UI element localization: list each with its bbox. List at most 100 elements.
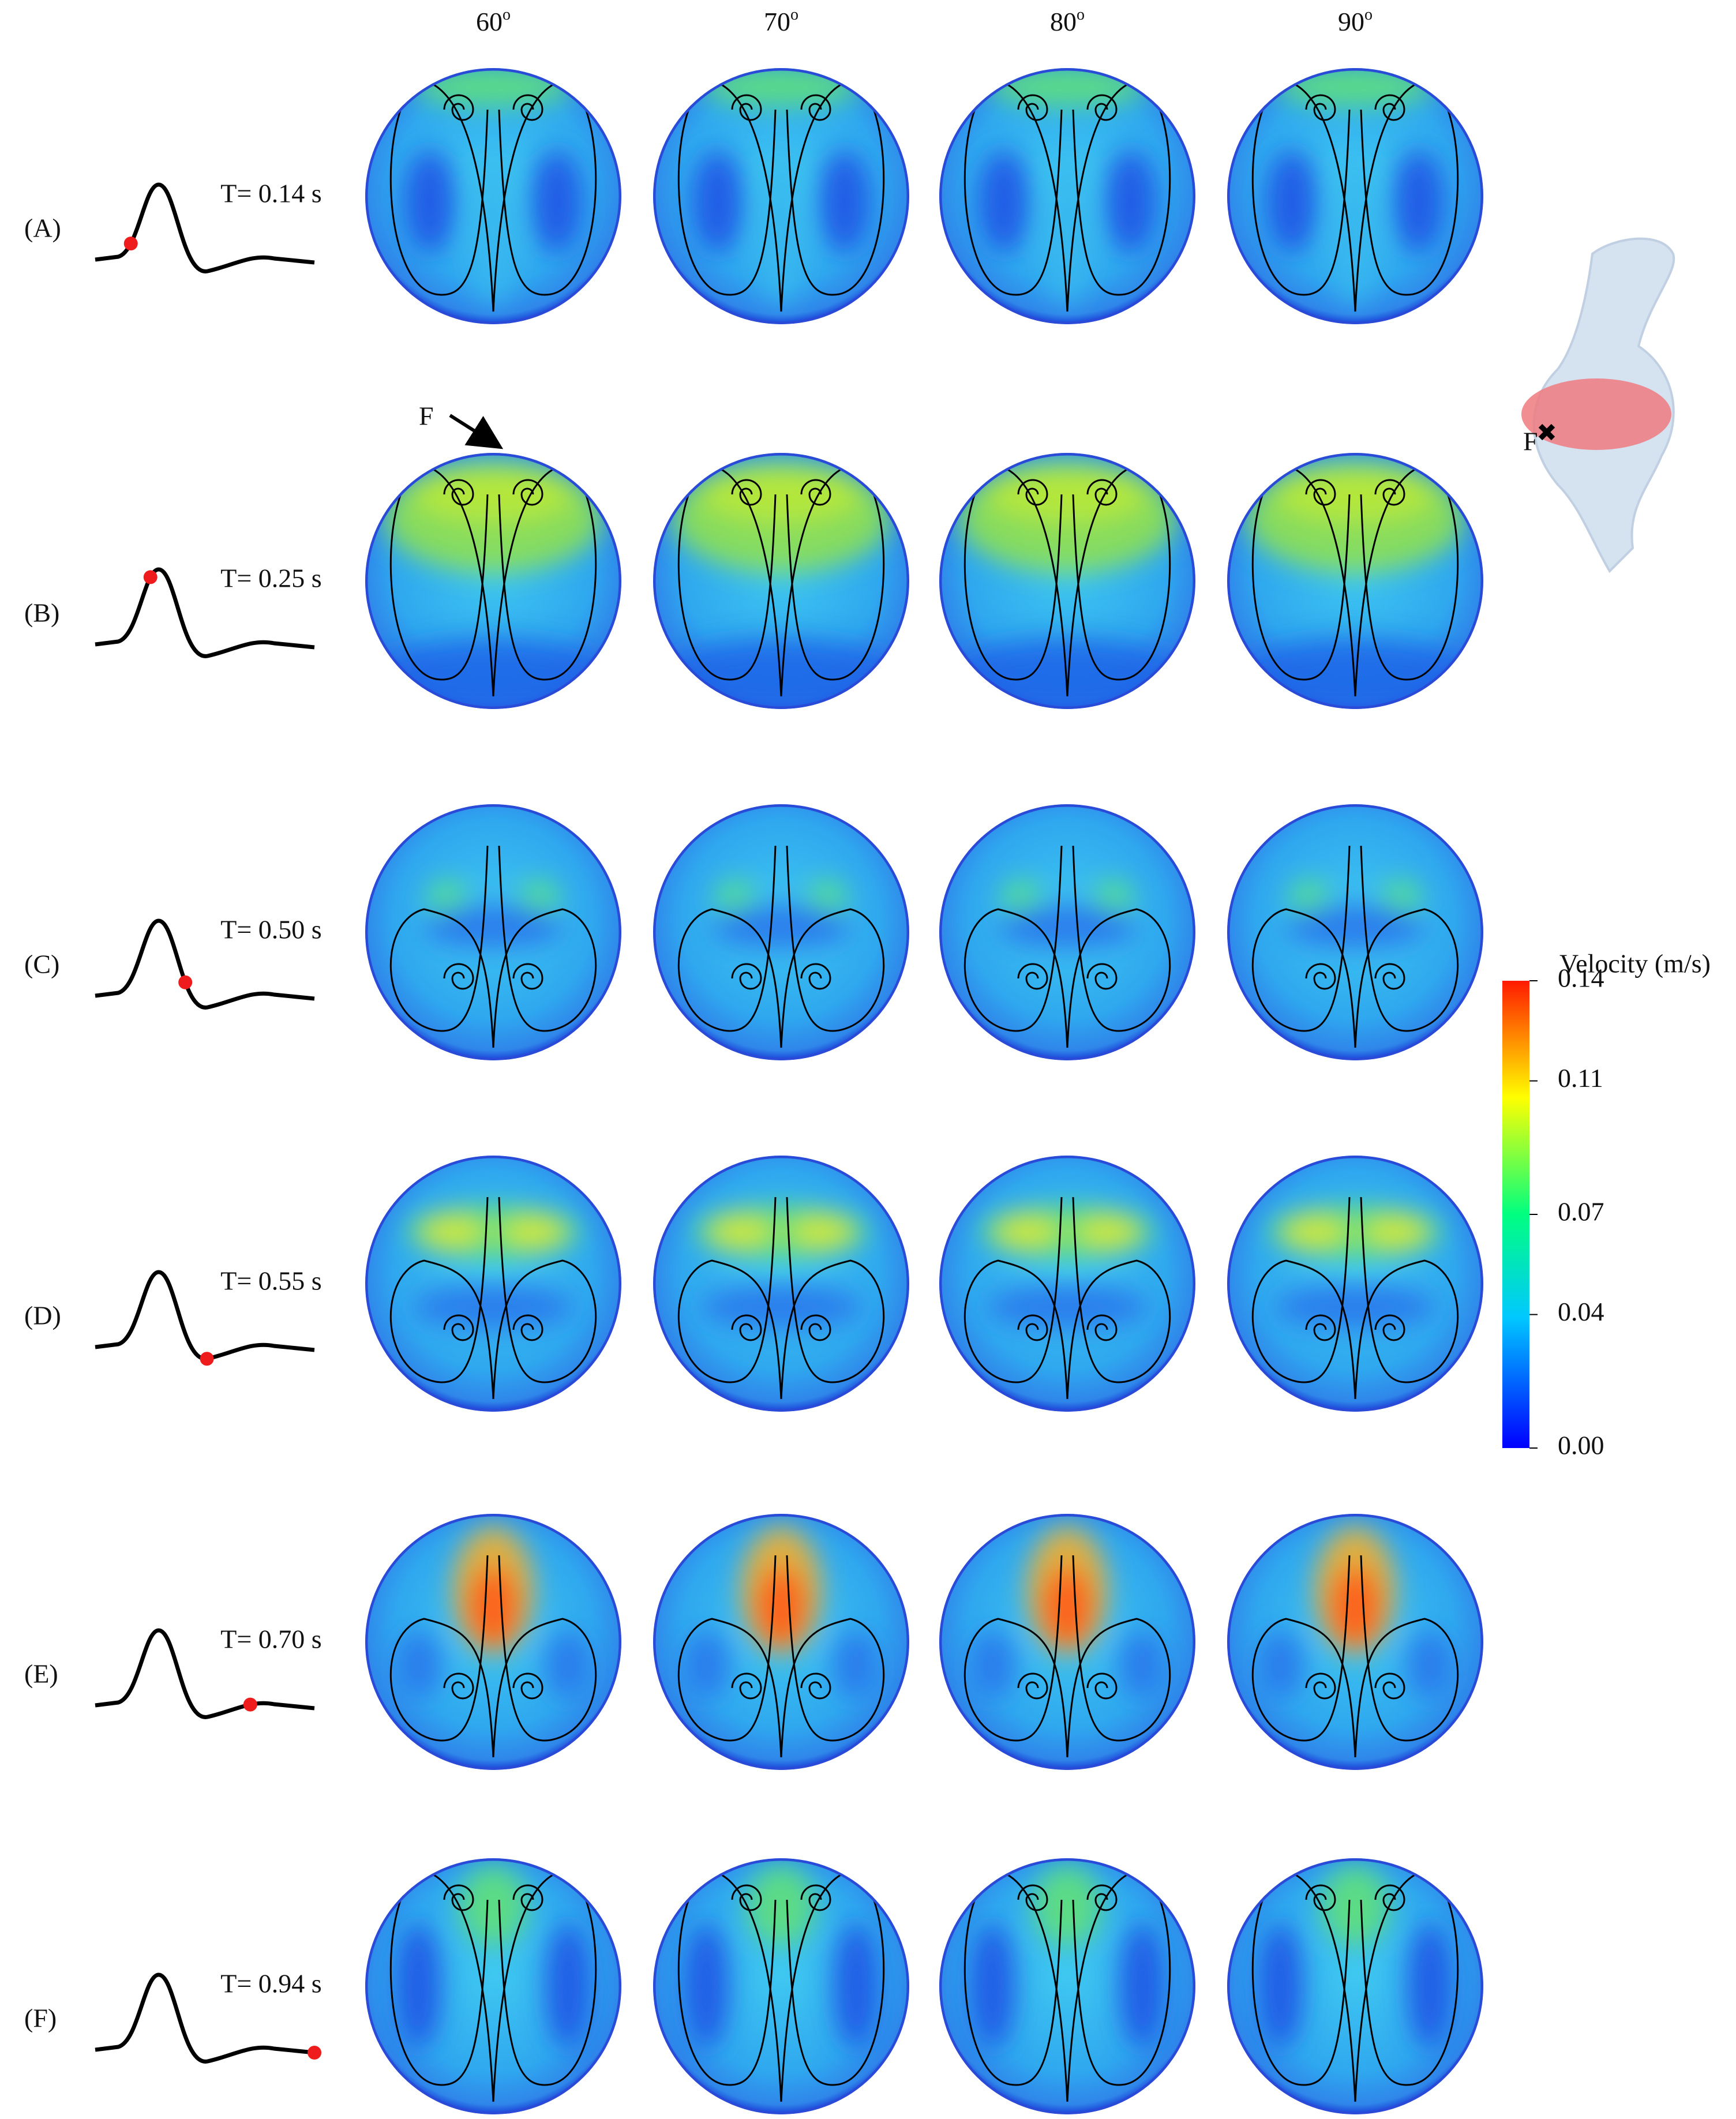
streamline	[1066, 1870, 1171, 2102]
velocity-region	[978, 150, 1030, 254]
streamline	[492, 80, 597, 312]
vortex	[1017, 1672, 1048, 1700]
velocity-region	[715, 880, 755, 915]
cut-plane	[1521, 378, 1671, 450]
disc-rim	[1227, 68, 1483, 324]
angle: 90	[1338, 7, 1364, 36]
disc-rim	[653, 804, 909, 1060]
velocity-region	[712, 903, 850, 950]
streamline	[1354, 464, 1459, 697]
vortex	[1086, 1314, 1118, 1341]
streamlines	[389, 845, 597, 1048]
velocity-region	[1332, 156, 1378, 306]
velocity-region	[1119, 1630, 1165, 1700]
velocity-region	[998, 903, 1137, 950]
row-label: (D)	[24, 1301, 61, 1330]
model-label: F	[1523, 427, 1538, 456]
contour-disc	[1227, 453, 1483, 709]
vortex	[731, 479, 762, 506]
waveform-line	[95, 182, 315, 273]
vortex	[443, 94, 474, 121]
velocity-region	[807, 880, 848, 915]
velocity-region	[1407, 1630, 1453, 1700]
streamline	[1251, 80, 1356, 312]
streamline	[677, 464, 782, 697]
disc-rim	[1227, 453, 1483, 709]
streamline	[677, 1555, 782, 1758]
waveform-line	[95, 1270, 315, 1361]
contour-disc	[365, 1156, 621, 1412]
column-header: 90o	[1338, 6, 1373, 36]
vortex	[1305, 479, 1336, 506]
velocity-region	[1329, 1567, 1381, 1648]
vortex	[731, 94, 762, 121]
velocity-region	[709, 1214, 773, 1249]
vortex	[800, 963, 831, 990]
disc-contours	[395, 1865, 591, 2050]
vortex	[1017, 1884, 1048, 1911]
streamlines	[389, 1870, 597, 2102]
velocity-region	[969, 1630, 1015, 1700]
streamline	[1066, 80, 1171, 312]
streamline	[389, 464, 494, 697]
vortex	[731, 963, 762, 990]
streamline	[389, 80, 494, 312]
time-marker	[143, 570, 158, 584]
vortex	[1305, 94, 1336, 121]
velocity-region	[833, 1923, 879, 2050]
velocity-region	[404, 150, 456, 254]
streamline	[389, 1870, 494, 2102]
streamline	[1354, 1555, 1459, 1758]
contour-disc	[939, 1858, 1195, 2114]
vortex	[1374, 1884, 1405, 1911]
streamline	[1354, 80, 1459, 312]
time-marker	[200, 1352, 214, 1366]
disc-contours	[969, 1865, 1165, 2050]
streamlines	[1251, 1555, 1459, 1758]
contour-disc	[1227, 1858, 1483, 2114]
vortex	[512, 479, 543, 506]
disc-contours	[1257, 1527, 1453, 1700]
velocity-region	[755, 1567, 807, 1648]
disc-rim	[653, 1514, 909, 1770]
disc-rim	[653, 1156, 909, 1412]
contour-disc	[653, 1514, 909, 1770]
model: F	[1521, 237, 1675, 573]
disc-contours	[1286, 880, 1424, 950]
vortex	[1086, 1884, 1118, 1911]
vortex	[800, 1672, 831, 1700]
disc-base	[1227, 1858, 1483, 2114]
vortex	[1305, 963, 1336, 990]
contour-disc	[939, 804, 1195, 1060]
streamline	[1251, 845, 1356, 1048]
disc-contours	[998, 880, 1137, 950]
streamline	[963, 464, 1068, 697]
disc-base	[939, 1858, 1195, 2114]
disc-rim	[939, 1514, 1195, 1770]
streamline	[677, 1870, 782, 2102]
disc-rim	[365, 68, 621, 324]
contour-disc	[365, 804, 621, 1060]
streamline	[492, 1555, 597, 1758]
vortex	[1017, 94, 1048, 121]
velocity-region	[502, 1214, 565, 1249]
velocity-region	[459, 1865, 528, 1946]
column-header: 60o	[476, 6, 511, 36]
disc-base	[653, 1858, 909, 2114]
vortex	[800, 1314, 831, 1341]
velocity-region	[833, 1630, 879, 1700]
velocity-region	[758, 156, 804, 306]
streamlines	[963, 1555, 1171, 1758]
angle: 60	[476, 7, 503, 36]
column-header: 80o	[1050, 6, 1085, 36]
streamlines	[1251, 845, 1459, 1048]
vortex	[443, 1884, 474, 1911]
vortex	[1305, 1314, 1336, 1341]
velocity-region	[987, 466, 1148, 523]
disc-rim	[939, 68, 1195, 324]
velocity-region	[467, 1567, 519, 1648]
streamline	[1354, 1870, 1459, 2102]
streamline	[963, 1555, 1068, 1758]
waveform-line	[95, 1628, 315, 1719]
velocity-region	[421, 1214, 485, 1249]
